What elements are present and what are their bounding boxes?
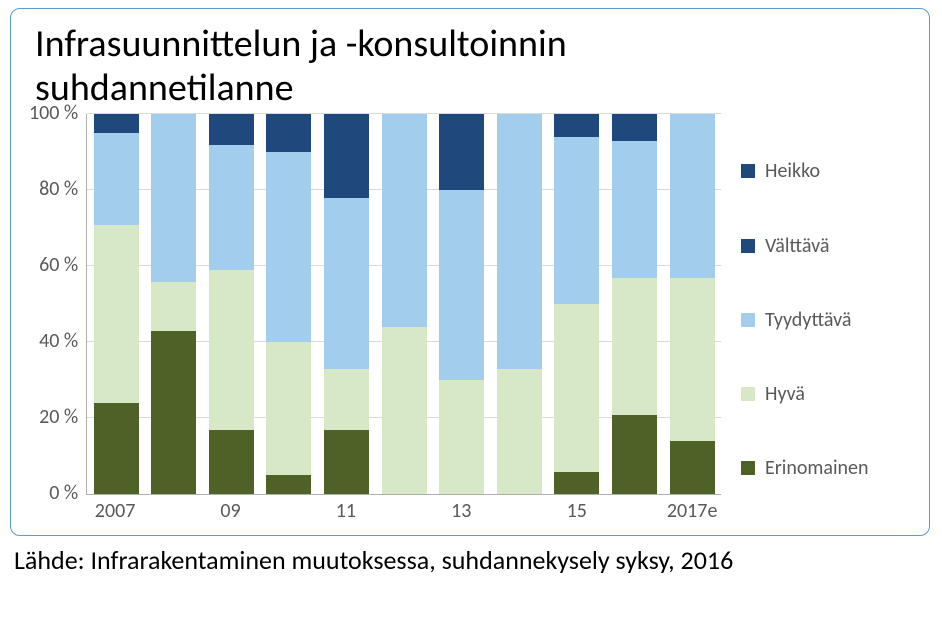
stacked-bar xyxy=(554,114,599,494)
chart-card: Infrasuunnittelun ja -konsultoinnin suhd… xyxy=(10,8,930,536)
bar-column xyxy=(260,114,318,494)
bar-segment-hyva xyxy=(209,270,254,430)
legend-label: Välttävä xyxy=(765,234,829,258)
x-tick-label: 15 xyxy=(567,499,587,523)
bar-segment-hyva xyxy=(439,380,484,494)
legend-item-erinomainen: Erinomainen xyxy=(741,456,911,480)
legend: Heikko Välttävä Tyydyttävä Hyvä Erinomainen xyxy=(721,114,911,525)
bar-segment-hyva xyxy=(266,342,311,475)
bar-segment-erinomainen xyxy=(670,441,715,494)
bar-segment-hyva xyxy=(151,282,196,331)
bar-segment-valttava xyxy=(266,114,311,152)
stacked-bar xyxy=(209,114,254,494)
bar-segment-erinomainen xyxy=(324,430,369,495)
bar-segment-hyva xyxy=(554,304,599,471)
legend-label: Erinomainen xyxy=(765,456,869,480)
plot-wrap: 2007 09 11 13 15 2017e xyxy=(86,114,721,525)
bars-container xyxy=(87,114,721,494)
bar-column xyxy=(202,114,260,494)
bar-segment-erinomainen xyxy=(209,430,254,495)
bar-segment-hyva xyxy=(324,369,369,430)
legend-swatch xyxy=(741,164,755,178)
bar-segment-hyva xyxy=(670,278,715,441)
bar-segment-tyydyttava xyxy=(439,190,484,380)
bar-column xyxy=(318,114,376,494)
bar-segment-tyydyttava xyxy=(266,152,311,342)
source-caption: Lähde: Infrarakentaminen muutoksessa, su… xyxy=(14,544,942,576)
stacked-bar xyxy=(266,114,311,494)
stacked-bar xyxy=(94,114,139,494)
bar-segment-tyydyttava xyxy=(209,145,254,270)
bar-column xyxy=(606,114,664,494)
legend-swatch xyxy=(741,387,755,401)
stacked-bar xyxy=(612,114,657,494)
legend-label: Tyydyttävä xyxy=(765,308,851,332)
legend-item-heikko: Heikko xyxy=(741,159,911,183)
bar-segment-valttava xyxy=(439,114,484,190)
legend-item-hyva: Hyvä xyxy=(741,382,911,406)
bar-segment-tyydyttava xyxy=(382,114,427,327)
legend-item-tyydyttava: Tyydyttävä xyxy=(741,308,911,332)
bar-segment-erinomainen xyxy=(151,331,196,494)
bar-segment-tyydyttava xyxy=(151,114,196,281)
bar-segment-hyva xyxy=(94,225,139,404)
bar-segment-hyva xyxy=(612,278,657,415)
bar-segment-heikko xyxy=(209,114,254,129)
x-tick-label: 13 xyxy=(451,499,471,523)
stacked-bar xyxy=(324,114,369,494)
bar-segment-valttava xyxy=(554,114,599,137)
bar-segment-tyydyttava xyxy=(670,114,715,277)
bar-segment-hyva xyxy=(382,327,427,494)
bar-segment-erinomainen xyxy=(612,415,657,495)
stacked-bar xyxy=(151,114,196,494)
legend-item-valttava: Välttävä xyxy=(741,234,911,258)
bar-column xyxy=(87,114,145,494)
x-tick-label: 09 xyxy=(220,499,240,523)
stacked-bar xyxy=(439,114,484,494)
bar-column xyxy=(548,114,606,494)
bar-segment-erinomainen xyxy=(266,475,311,494)
bar-column xyxy=(663,114,721,494)
legend-label: Hyvä xyxy=(765,382,805,406)
chart-title: Infrasuunnittelun ja -konsultoinnin suhd… xyxy=(35,23,911,110)
bar-segment-erinomainen xyxy=(554,472,599,495)
plot xyxy=(86,114,721,495)
bar-segment-erinomainen xyxy=(94,403,139,494)
legend-label: Heikko xyxy=(765,159,820,183)
title-line-1: Infrasuunnittelun ja -konsultoinnin xyxy=(35,21,567,67)
stacked-bar xyxy=(670,114,715,494)
x-tick-label: 2017e xyxy=(667,499,718,523)
bar-segment-valttava xyxy=(612,114,657,141)
x-axis: 2007 09 11 13 15 2017e xyxy=(86,499,721,525)
stacked-bar xyxy=(497,114,542,494)
bar-segment-valttava xyxy=(324,114,369,198)
bar-segment-tyydyttava xyxy=(94,133,139,224)
y-axis: 100 %80 %60 %40 %20 %0 % xyxy=(29,114,86,494)
bar-column xyxy=(375,114,433,494)
legend-swatch xyxy=(741,239,755,253)
bar-segment-valttava xyxy=(94,114,139,133)
stacked-bar xyxy=(382,114,427,494)
bar-segment-tyydyttava xyxy=(324,198,369,369)
bar-segment-tyydyttava xyxy=(554,137,599,304)
bar-segment-hyva xyxy=(497,369,542,494)
chart-area: 100 %80 %60 %40 %20 %0 % 2007 09 11 13 15 201… xyxy=(29,114,911,525)
x-tick-label: 2007 xyxy=(95,499,136,523)
bar-segment-tyydyttava xyxy=(612,141,657,278)
bar-segment-valttava xyxy=(209,130,254,145)
bar-column xyxy=(433,114,491,494)
bar-column xyxy=(145,114,203,494)
bar-segment-tyydyttava xyxy=(497,114,542,369)
bar-column xyxy=(491,114,549,494)
x-tick-label: 11 xyxy=(336,499,356,523)
legend-swatch xyxy=(741,461,755,475)
legend-swatch xyxy=(741,313,755,327)
